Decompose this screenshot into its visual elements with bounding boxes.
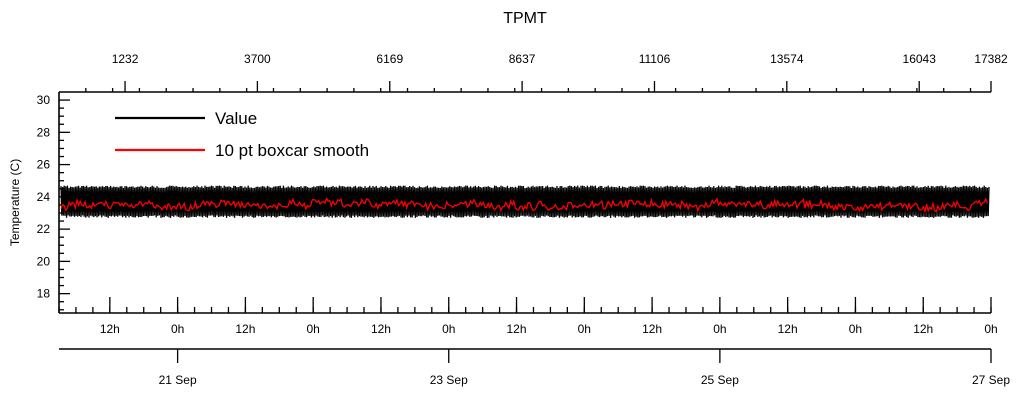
plot-area	[60, 185, 990, 218]
y-axis: 18 20 22 24 26 28 30	[37, 92, 70, 313]
y-tick-label: 20	[37, 254, 51, 268]
hour-tick-label: 12h	[642, 322, 662, 336]
chart-title: TPMT	[503, 10, 547, 27]
hour-tick-label: 12h	[778, 322, 798, 336]
hour-tick-label: 12h	[100, 322, 120, 336]
hour-tick-label: 12h	[235, 322, 255, 336]
bottom-axis: 12h 0h 12h 0h 12h 0h 12h 0h 12h 0h 12h 0h 12h 0h	[58, 297, 998, 336]
hour-tick-label: 0h	[849, 322, 862, 336]
date-tick-label: 23 Sep	[430, 373, 468, 387]
y-tick-label: 22	[37, 222, 51, 236]
top-tick-label: 3700	[244, 52, 271, 66]
series-smooth-line	[60, 196, 989, 214]
date-axis: 21 Sep 23 Sep 25 Sep 27 Sep	[59, 348, 1010, 387]
top-tick-label: 16043	[903, 52, 937, 66]
y-axis-label: Temperature (C)	[8, 159, 22, 246]
top-axis: 1232 3700 6169 8637 11106 13574 16043 17382	[59, 52, 1008, 93]
series-value-line	[60, 185, 990, 218]
legend: Value 10 pt boxcar smooth	[115, 109, 369, 160]
date-tick-label: 25 Sep	[701, 373, 739, 387]
top-tick-label: 8637	[509, 52, 536, 66]
hour-tick-label: 0h	[171, 322, 184, 336]
hour-tick-label: 0h	[713, 322, 726, 336]
hour-tick-label: 12h	[507, 322, 527, 336]
hour-tick-label: 0h	[578, 322, 591, 336]
y-tick-label: 18	[37, 287, 51, 301]
y-tick-label: 28	[37, 125, 51, 139]
y-tick-label: 30	[37, 93, 51, 107]
y-tick-label: 24	[37, 190, 51, 204]
hour-tick-label: 12h	[371, 322, 391, 336]
hour-tick-label: 12h	[913, 322, 933, 336]
top-tick-label: 13574	[770, 52, 804, 66]
top-tick-label: 11106	[639, 52, 671, 66]
legend-label: Value	[215, 109, 257, 128]
legend-label: 10 pt boxcar smooth	[215, 141, 369, 160]
date-tick-label: 27 Sep	[972, 373, 1010, 387]
hour-tick-label: 0h	[307, 322, 320, 336]
hour-tick-label: 0h	[984, 322, 997, 336]
hour-tick-label: 0h	[442, 322, 455, 336]
top-tick-label: 6169	[376, 52, 403, 66]
date-tick-label: 21 Sep	[159, 373, 197, 387]
top-tick-label: 17382	[974, 52, 1008, 66]
top-tick-label: 1232	[112, 52, 139, 66]
y-tick-label: 26	[37, 158, 51, 172]
